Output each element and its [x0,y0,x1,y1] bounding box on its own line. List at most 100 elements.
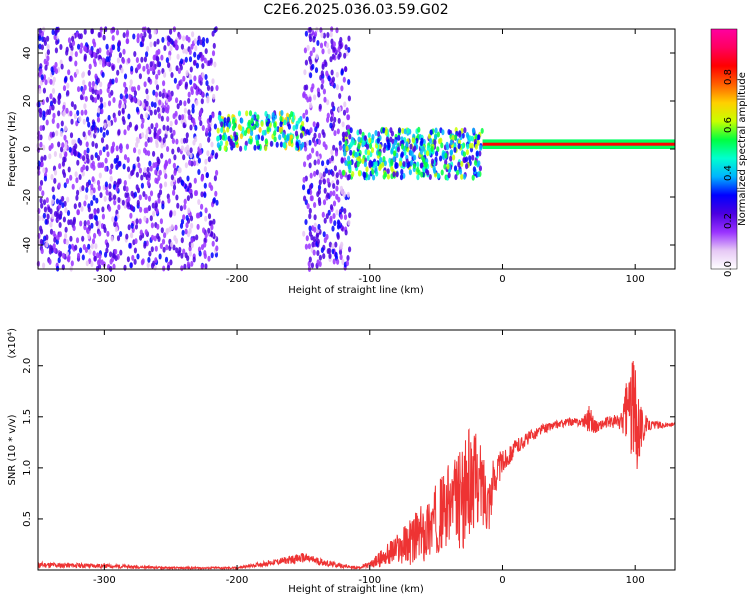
spectrogram-cell [167,62,171,69]
spectrogram-cell [85,181,90,188]
spectrogram-cell [147,256,151,263]
spectrogram-cell [172,162,176,169]
spectrogram-cell [295,123,299,130]
spectrogram-cell [178,33,182,40]
spectrogram-cell [123,180,127,186]
spectrogram-cell [328,241,332,248]
spectrogram-cell [347,219,351,226]
spectrogram-cell [372,174,376,181]
spectrogram-cell [115,29,120,36]
spectrogram-cell [83,28,87,35]
spectrogram-cell [180,145,184,152]
spectrogram-cell [449,155,453,162]
spectrogram-cell [395,171,399,178]
spectrogram-cell [167,96,171,103]
spectrogram-cell [471,174,475,181]
spectrogram-cell [273,136,277,143]
spectrogram-cell [41,190,45,197]
spectrogram-cell [207,227,211,234]
spectrogram-cell [200,244,205,251]
spectrogram-cell [96,155,101,161]
spectrogram-cell [122,163,126,170]
spectrogram-cell [78,174,82,180]
spectrogram-cell [155,50,159,57]
spectrogram-cell [133,51,137,57]
spectrogram-cell [197,199,201,205]
spectrogram-cell [250,130,254,137]
spectrogram-cell [343,52,347,59]
spectrogram-cell [61,195,65,202]
spectrogram-cell [308,256,312,263]
spectrogram-cell [193,51,197,58]
spectrogram-cell [237,124,241,130]
spectrogram-cell [312,236,316,243]
spectrogram-cell [38,35,42,42]
spectrogram-cell [106,242,110,249]
spectrogram-cell [141,132,145,139]
x-tick-label: -200 [226,575,249,586]
spectrogram-cell [52,230,56,237]
spectrogram-cell [160,142,164,149]
spectrogram-cell [453,165,458,172]
spectrogram-cell [365,143,370,150]
spectrogram-cell [382,127,386,134]
spectrogram-cell [331,225,335,232]
spectrogram-cell [149,41,153,48]
spectrogram-cell [389,127,393,134]
spectrogram-cell [256,140,260,147]
spectrogram-cell [57,99,61,105]
spectrogram-cell [334,241,338,248]
spectrogram-cell [371,134,375,140]
spectrogram-cell [84,109,88,116]
spectrogram-cell [123,154,128,161]
spectrogram-cell [174,119,178,126]
spectrogram-cell [187,97,191,104]
spectrogram-cell [65,178,70,184]
spectrogram-cell [140,182,144,189]
spectrogram-cell [323,96,327,103]
spectrogram-cell [136,253,140,260]
colorbar-tick-label: 0.8 [723,69,734,85]
spectrogram-cell [157,129,161,136]
spectrogram-cell [65,107,69,114]
spectrogram-cell [182,154,186,161]
spectrogram-cell [84,95,88,102]
spectrogram-cell [130,205,134,212]
spectrogram-cell [143,56,147,63]
spectrogram-cell [149,136,153,143]
spectrogram-cell [119,249,123,256]
spectrogram-cell [41,99,45,106]
spectrogram-x-ticks: -300 -200 -100 0 100 [93,29,645,285]
spectrogram-cell [103,195,107,202]
spectrogram-cell [302,91,306,98]
spectrogram-cell [402,161,406,167]
snr-frame [37,329,676,571]
spectrogram-cell [74,60,78,67]
spectrogram-cell [283,119,287,126]
spectrogram-cell [67,254,71,261]
spectrogram-cell [136,156,140,163]
spectrogram-cell [182,35,186,42]
spectrogram-cell [477,134,481,141]
spectrogram-cell [318,179,322,186]
spectrogram-cell [184,56,188,63]
spectrogram-cell [390,165,394,172]
spectrogram-cell [117,129,121,136]
spectrogram-cell [389,136,393,143]
spectrogram-cell [87,243,91,250]
spectrogram-cell [145,100,149,107]
spectrogram-cell [96,48,100,55]
spectrogram-cell [381,161,385,168]
spectrogram-cell [123,73,128,80]
spectrogram-cell [206,95,210,102]
spectrogram-cell [394,163,398,170]
spectrogram-cell [326,159,330,166]
spectrogram-cell [104,165,108,172]
spectrogram-cell [367,132,371,139]
spectrogram-cell [98,258,102,265]
spectrogram-cell [304,243,308,250]
spectrogram-cell [266,126,270,133]
spectrogram-cell [159,183,163,190]
spectrogram-cell [134,238,138,245]
